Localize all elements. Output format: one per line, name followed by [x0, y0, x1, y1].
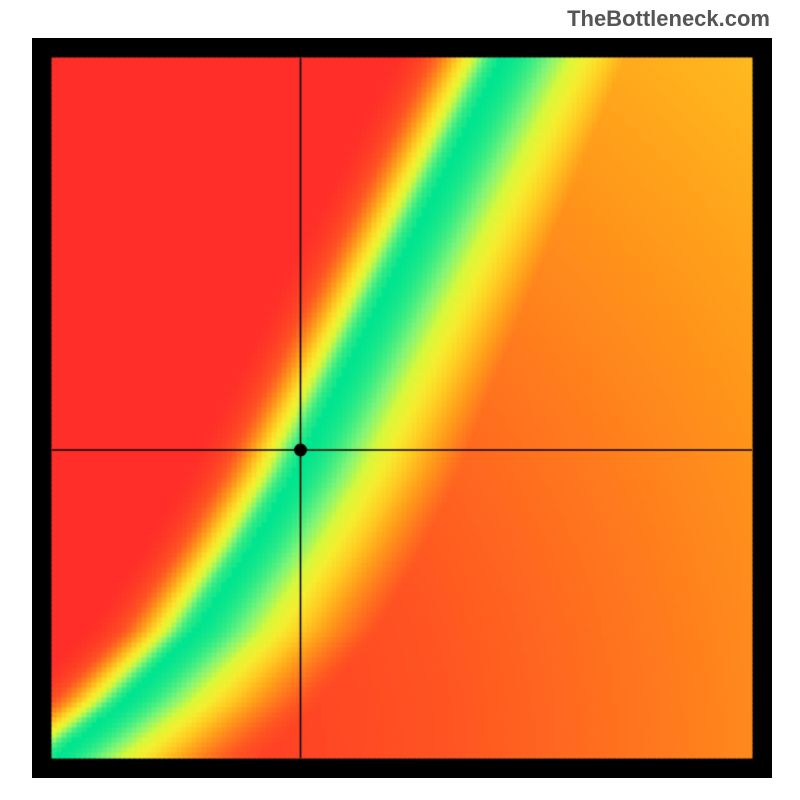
- crosshair-overlay: [32, 38, 772, 778]
- chart-container: { "watermark": { "text": "TheBottleneck.…: [0, 0, 800, 800]
- watermark-text: TheBottleneck.com: [567, 6, 770, 32]
